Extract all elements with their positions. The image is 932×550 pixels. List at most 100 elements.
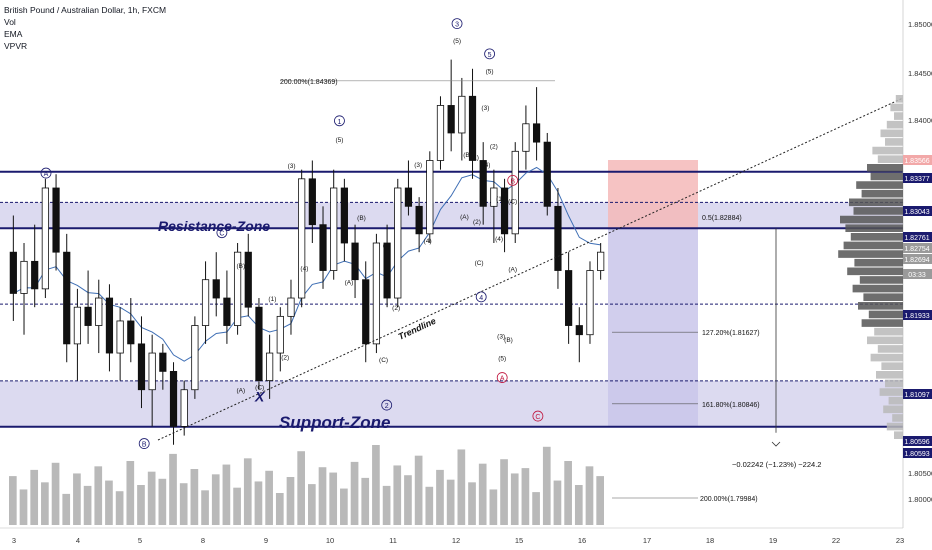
price-label: 1.82761: [904, 235, 929, 242]
wave-label-(A): (A): [345, 279, 354, 286]
volume-bar: [596, 476, 604, 525]
candle-body: [84, 306, 92, 326]
wave-label-(4): (4): [300, 266, 308, 273]
candle-body: [31, 260, 39, 290]
wave-label-(3): (3): [414, 162, 422, 169]
wave-circle-C: [216, 227, 228, 239]
candle-body: [415, 205, 423, 235]
wave-circle-B: [138, 438, 150, 449]
volume-bar: [51, 462, 60, 525]
vpvr-bar: [890, 103, 903, 112]
volume-bar: [574, 485, 583, 525]
volume-bar: [126, 461, 135, 525]
vpvr-bar: [845, 224, 903, 232]
price-label-bg: [903, 436, 932, 446]
legend-vpvr: VPVR: [4, 41, 28, 51]
volume-bar: [265, 470, 273, 525]
candle-body: [9, 251, 17, 294]
y-tick-label: 1.84000: [908, 116, 932, 125]
volume-bar: [478, 463, 487, 525]
volume-bar: [179, 483, 188, 525]
vpvr-bar: [872, 146, 903, 155]
candle-body: [73, 306, 82, 345]
vpvr-bar: [880, 129, 903, 138]
vpvr-bar: [874, 327, 903, 336]
price-label: 1.82694: [904, 257, 929, 264]
vpvr-bar: [886, 422, 903, 431]
wave-label-(B): (B): [236, 263, 245, 270]
vpvr-bar: [868, 310, 903, 319]
x-tick-label: 22: [832, 536, 840, 545]
volume-bar: [30, 469, 39, 525]
x-tick-label: 8: [201, 536, 205, 545]
x-tick-label: 4: [76, 536, 80, 545]
wave-label-B: B: [510, 178, 515, 185]
candle-body: [383, 242, 391, 299]
vpvr-bar: [854, 258, 903, 267]
wave-label-(A): (A): [508, 266, 517, 273]
volume-bar: [532, 492, 540, 525]
wave-circle-5: [484, 48, 496, 60]
candle-body: [426, 160, 434, 235]
fib-label-200: 200.00%(1.79984): [700, 496, 758, 503]
volume-bar: [297, 451, 305, 525]
price-label-bg: [903, 269, 932, 279]
price-label-bg: [903, 155, 932, 165]
vpvr-bar: [840, 215, 903, 224]
wave-label-(C): (C): [508, 199, 517, 206]
candle-body: [41, 187, 49, 290]
candle-body: [159, 352, 167, 372]
wave-label-(A): (A): [460, 214, 469, 221]
candle-body: [565, 270, 573, 326]
wave-label-(B): (B): [463, 152, 472, 159]
candle-body: [330, 187, 338, 271]
candle-body: [191, 325, 199, 391]
candle-body: [244, 251, 252, 308]
wave-label-(B): (B): [504, 337, 513, 344]
wave-label-X: X: [254, 389, 266, 405]
candle-body: [148, 352, 156, 391]
y-tick-label: 1.80500: [908, 469, 932, 478]
volume-bar: [286, 477, 295, 525]
candle-body: [63, 251, 71, 345]
candle-body: [287, 297, 295, 317]
candle-body: [597, 251, 605, 271]
volume-bar: [510, 473, 519, 525]
x-tick-label: 23: [896, 536, 904, 545]
candle-body: [137, 343, 146, 391]
x-tick-label: 17: [643, 536, 651, 545]
volume-bar: [9, 476, 17, 525]
vpvr-bar: [867, 164, 903, 172]
vpvr-bar: [856, 181, 903, 189]
wave-label-(A): (A): [236, 387, 245, 394]
vpvr-bar: [885, 138, 903, 146]
legend-ema: EMA: [4, 29, 23, 39]
wave-circle-B: [507, 175, 519, 186]
vpvr-bar: [876, 371, 903, 379]
measure-label: −0.02242 (−1.23%) −224.2: [732, 460, 821, 469]
wave-label-(4): (4): [495, 236, 503, 243]
price-label: 1.83043: [904, 209, 929, 216]
support-zone-label: Support-Zone: [279, 413, 390, 432]
volume-bar: [243, 458, 252, 525]
price-label: 03:33: [908, 272, 926, 279]
stop-loss-box: [608, 160, 698, 229]
wave-label-(4): (4): [424, 238, 432, 245]
volume-bar: [190, 469, 199, 525]
candle-body: [447, 105, 455, 134]
volume-bar: [500, 459, 508, 525]
volume-bar: [340, 488, 348, 525]
volume-bar: [41, 482, 49, 525]
vpvr-bar: [850, 233, 903, 241]
fib-label-0_5: 0.5(1.82884): [702, 215, 742, 222]
volume-bar: [62, 493, 71, 525]
wave-circle-3: [451, 18, 463, 29]
candle-body: [372, 242, 381, 345]
volume-bar: [137, 485, 145, 525]
volume-bar: [233, 487, 241, 525]
wave-label-(1): (1): [383, 243, 391, 250]
volume-bar: [564, 461, 572, 525]
price-label-bg: [903, 206, 932, 216]
candle-body: [169, 370, 178, 427]
vpvr-bar: [863, 293, 903, 301]
